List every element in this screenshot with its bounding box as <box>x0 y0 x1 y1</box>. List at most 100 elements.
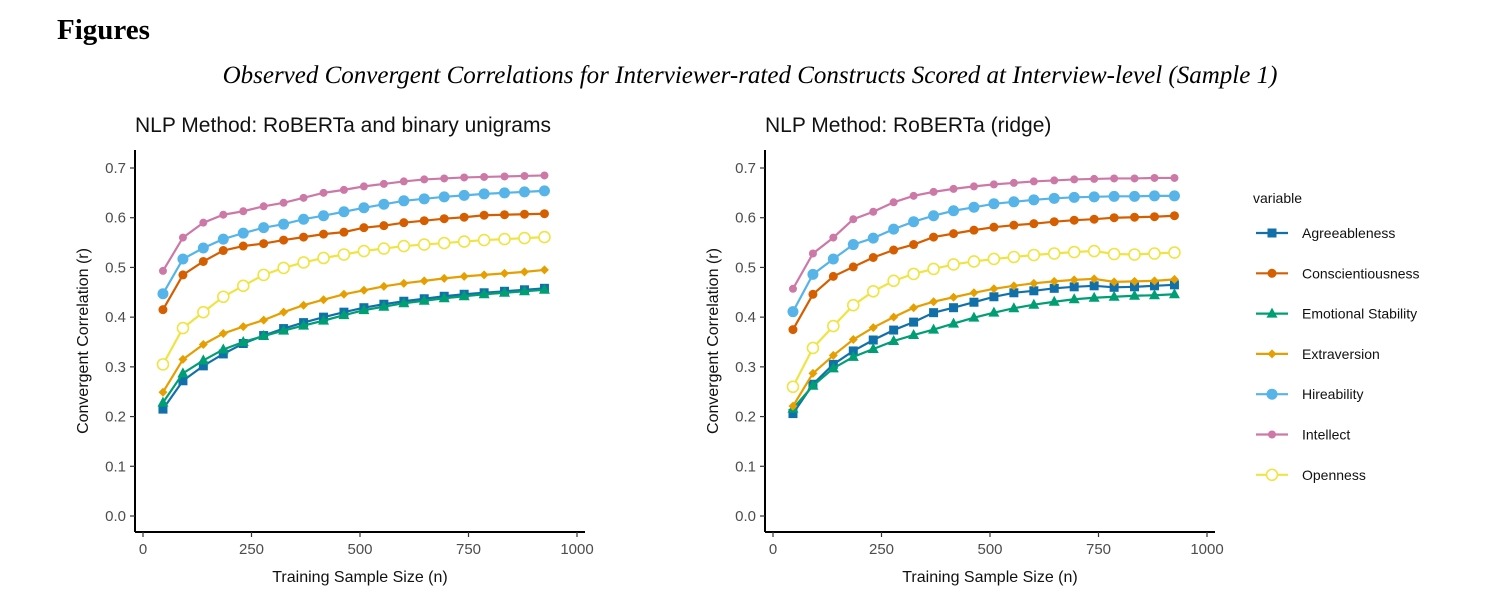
data-point <box>459 212 469 222</box>
data-point <box>948 205 960 217</box>
data-point <box>518 186 530 198</box>
data-point <box>259 315 269 325</box>
data-point <box>927 262 940 276</box>
data-point <box>438 191 450 203</box>
y-tick-label: 0.4 <box>105 309 126 326</box>
data-point <box>217 343 229 354</box>
x-tick-label: 1000 <box>560 541 593 558</box>
data-point <box>828 350 838 360</box>
data-point <box>987 252 1001 266</box>
data-point <box>318 210 330 222</box>
data-point <box>1108 290 1120 301</box>
data-point <box>178 233 187 242</box>
series-extraversion <box>788 274 1179 411</box>
data-point <box>358 304 370 315</box>
data-point <box>1129 289 1141 300</box>
data-point <box>1130 276 1140 286</box>
legend-item-openness: Openness <box>1256 467 1366 483</box>
legend-label: Emotional Stability <box>1302 306 1417 322</box>
data-point <box>808 249 817 258</box>
data-point <box>477 233 491 247</box>
data-point <box>1028 298 1040 309</box>
data-point <box>1029 219 1039 229</box>
data-point <box>319 295 329 305</box>
y-tick-label: 0.0 <box>735 508 756 525</box>
data-point <box>479 210 489 220</box>
data-point <box>887 274 900 288</box>
data-point <box>1049 276 1059 286</box>
data-point <box>437 236 451 250</box>
data-point <box>969 225 979 235</box>
data-point <box>888 223 900 235</box>
data-point <box>1047 247 1061 260</box>
data-point <box>928 323 940 334</box>
data-point <box>947 258 960 271</box>
data-point <box>520 171 529 180</box>
legend-item-conscientiousness: Conscientiousness <box>1256 265 1420 281</box>
data-point <box>519 209 529 219</box>
data-point <box>217 233 229 245</box>
data-point <box>178 354 188 364</box>
data-point <box>949 229 959 239</box>
legend-marker <box>1267 268 1277 278</box>
data-point <box>237 227 249 239</box>
data-point <box>889 245 899 255</box>
data-point <box>158 404 168 414</box>
data-point <box>989 222 999 232</box>
series-line-emotional-stability <box>162 288 545 404</box>
y-tick-label: 0.7 <box>105 160 126 177</box>
data-point <box>1109 282 1119 292</box>
data-point <box>867 232 879 244</box>
data-point <box>788 401 798 411</box>
data-point <box>457 235 471 248</box>
data-point <box>177 367 189 378</box>
data-point <box>868 323 878 333</box>
data-point <box>297 256 310 269</box>
data-point <box>1149 212 1159 222</box>
legend-item-agreeableness: Agreeableness <box>1256 225 1395 241</box>
y-tick-label: 0.2 <box>735 409 756 426</box>
data-point <box>1089 274 1099 284</box>
data-point <box>499 286 511 297</box>
data-point <box>197 242 209 254</box>
x-tick-label: 750 <box>456 541 481 558</box>
data-point <box>846 298 860 312</box>
legend-label: Openness <box>1302 467 1366 483</box>
data-point <box>299 193 308 202</box>
data-point <box>968 311 980 322</box>
data-point <box>1049 217 1059 227</box>
data-point <box>847 350 859 361</box>
data-point <box>1130 282 1140 292</box>
data-point <box>339 185 348 194</box>
data-point <box>379 281 389 291</box>
x-tick-label: 250 <box>239 541 264 558</box>
data-point <box>827 253 839 265</box>
data-point <box>849 215 858 224</box>
series-agreeableness <box>158 283 549 414</box>
data-point <box>358 202 370 214</box>
data-point <box>279 307 289 317</box>
series-emotional-stability <box>157 283 550 407</box>
data-point <box>337 248 351 261</box>
data-point <box>498 232 511 246</box>
data-point <box>398 195 410 207</box>
legend-item-intellect: Intellect <box>1256 427 1350 443</box>
data-point <box>1069 215 1079 225</box>
data-point <box>889 325 899 335</box>
data-point <box>157 288 169 300</box>
data-point <box>808 368 818 378</box>
data-point <box>198 339 208 349</box>
data-point <box>1068 191 1080 203</box>
data-point <box>1089 281 1099 291</box>
data-point <box>889 312 899 322</box>
y-tick-label: 0.6 <box>735 210 756 227</box>
data-point <box>1169 280 1179 290</box>
y-tick-label: 0.6 <box>105 210 126 227</box>
data-point <box>1070 175 1079 184</box>
data-point <box>398 297 410 308</box>
legend-marker <box>1266 307 1278 318</box>
data-point <box>1088 291 1100 302</box>
data-point <box>338 206 350 218</box>
data-point <box>277 261 290 275</box>
data-point <box>928 210 940 222</box>
